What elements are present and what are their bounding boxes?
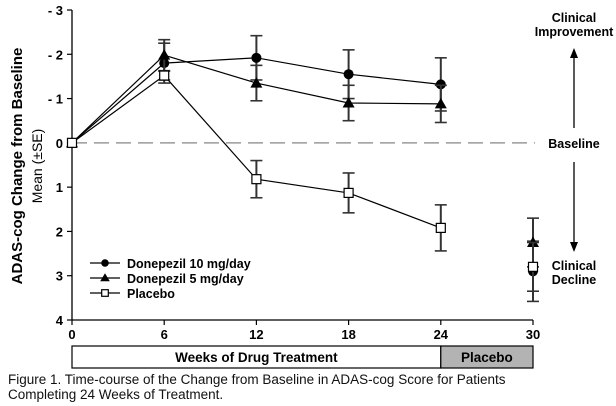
marker-triangle [434, 97, 447, 109]
y-axis-sublabel: Mean (±SE) [29, 129, 45, 204]
x-tick-label: 6 [161, 327, 168, 342]
marker-circle [435, 79, 446, 90]
up-arrow-icon [570, 48, 578, 58]
x-tick-label: 30 [526, 327, 540, 342]
caption-line-2: Completing 24 Weeks of Treatment. [8, 387, 224, 402]
marker-circle [251, 52, 262, 63]
y-tick-label: 0 [56, 136, 63, 151]
marker-triangle [158, 49, 171, 60]
marker-square [66, 137, 78, 148]
clinical-decline-label: Decline [552, 273, 597, 287]
legend-label: Donepezil 5 mg/day [127, 272, 244, 286]
phase-label: Placebo [461, 350, 513, 365]
marker-triangle [100, 273, 110, 282]
y-tick-label: 2 [56, 224, 63, 239]
y-tick-label: - 1 [48, 92, 63, 107]
marker-square [251, 174, 262, 185]
marker-circle [101, 259, 109, 267]
phase-segment [440, 345, 534, 369]
figure-caption: Figure 1. Time-course of the Change from… [8, 372, 608, 402]
clinical-decline-label: Clinical [552, 259, 596, 273]
y-tick-label: 4 [56, 313, 64, 328]
clinical-improvement-label: Clinical [552, 11, 596, 25]
phase-label: Weeks of Drug Treatment [175, 350, 338, 365]
baseline-label: Baseline [548, 137, 599, 151]
y-tick-label: - 3 [48, 3, 63, 18]
legend-label: Donepezil 10 mg/day [127, 257, 251, 271]
annotations: ClinicalImprovementBaselineClinicalDecli… [535, 11, 614, 287]
x-tick-label: 12 [249, 327, 263, 342]
x-tick-label: 24 [434, 327, 449, 342]
marker-square [101, 289, 109, 297]
legend-item: Placebo [90, 287, 175, 301]
series-layer [66, 34, 539, 303]
y-tick-label: - 2 [48, 47, 63, 62]
marker-circle [343, 69, 354, 80]
marker-triangle [250, 77, 263, 88]
marker-square [527, 261, 539, 272]
marker-square [159, 70, 170, 81]
caption-line-1: Figure 1. Time-course of the Change from… [8, 372, 506, 387]
down-arrow-icon [570, 242, 578, 252]
marker-square [343, 187, 354, 198]
x-tick-label: 0 [68, 327, 75, 342]
x-tick-label: 18 [341, 327, 355, 342]
y-tick-label: 1 [56, 180, 63, 195]
y-axis-label: ADAS-cog Change from Baseline [9, 48, 26, 285]
legend-item: Donepezil 10 mg/day [90, 257, 251, 271]
y-tick-label: 3 [56, 269, 63, 284]
series-placebo [66, 70, 539, 293]
marker-square [435, 222, 446, 233]
legend-item: Donepezil 5 mg/day [90, 272, 244, 286]
series-donepezil-5-mg-day [66, 38, 539, 268]
marker-triangle [342, 97, 355, 108]
clinical-improvement-label: Improvement [535, 25, 614, 39]
phase-bar: Weeks of Drug Treatment Placebo [71, 345, 534, 369]
legend-label: Placebo [127, 287, 175, 301]
